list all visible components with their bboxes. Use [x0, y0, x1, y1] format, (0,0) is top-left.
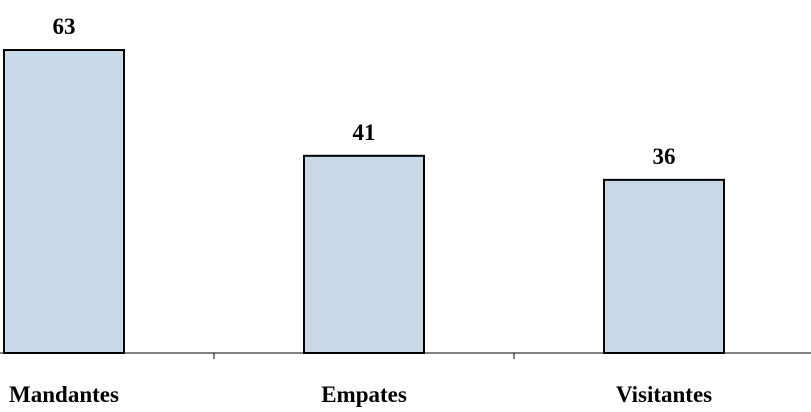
tick-label-mandantes: Mandantes: [9, 382, 119, 407]
tick-label-visitantes: Visitantes: [616, 382, 712, 407]
x-axis: [0, 352, 811, 359]
bars-layer: [3, 49, 725, 354]
bar-empates: [303, 154, 425, 354]
data-label-visitantes: 36: [653, 144, 676, 169]
bar-mandantes: [3, 49, 125, 354]
labels-layer: 63 Mandantes 41 Empates 36 Visitantes: [9, 14, 712, 407]
data-label-empates: 41: [353, 120, 376, 145]
tick-label-empates: Empates: [321, 382, 407, 407]
data-label-mandantes: 63: [53, 14, 76, 39]
bar-visitantes: [603, 178, 725, 354]
